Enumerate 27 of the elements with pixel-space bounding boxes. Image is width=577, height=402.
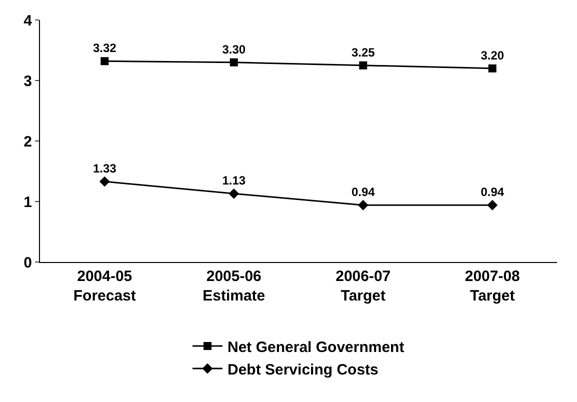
- point: [230, 58, 238, 66]
- y-tick-label: 3: [24, 72, 32, 90]
- legend-label: Debt Servicing Costs: [228, 361, 378, 378]
- y-tick-label: 0: [24, 254, 32, 272]
- point: [358, 200, 368, 210]
- x-tick-label: 2006-07 Target: [336, 268, 391, 304]
- data-label: 1.13: [222, 174, 246, 188]
- data-label: 1.33: [92, 162, 117, 176]
- point: [488, 64, 496, 72]
- point: [228, 188, 240, 199]
- data-label: 0.94: [351, 185, 376, 200]
- point: [99, 176, 110, 187]
- point: [100, 57, 109, 66]
- x-tick-label: 2007-08 Target: [464, 268, 520, 304]
- point: [359, 61, 368, 70]
- y-tick-label: 2: [24, 133, 32, 150]
- data-label: 3.32: [92, 41, 117, 56]
- data-label: 3.25: [351, 45, 376, 60]
- y-tick-label: 1: [24, 194, 32, 211]
- y-tick-label: 4: [24, 12, 33, 30]
- legend-label: Net General Government: [228, 338, 404, 356]
- point: [487, 200, 498, 210]
- data-label: 3.30: [222, 42, 246, 56]
- x-tick-label: 2005-06 Estimate: [202, 268, 266, 304]
- x-tick-label: 2004-05 Forecast: [73, 268, 136, 304]
- data-label: 0.94: [480, 185, 504, 200]
- data-label: 3.20: [480, 48, 504, 62]
